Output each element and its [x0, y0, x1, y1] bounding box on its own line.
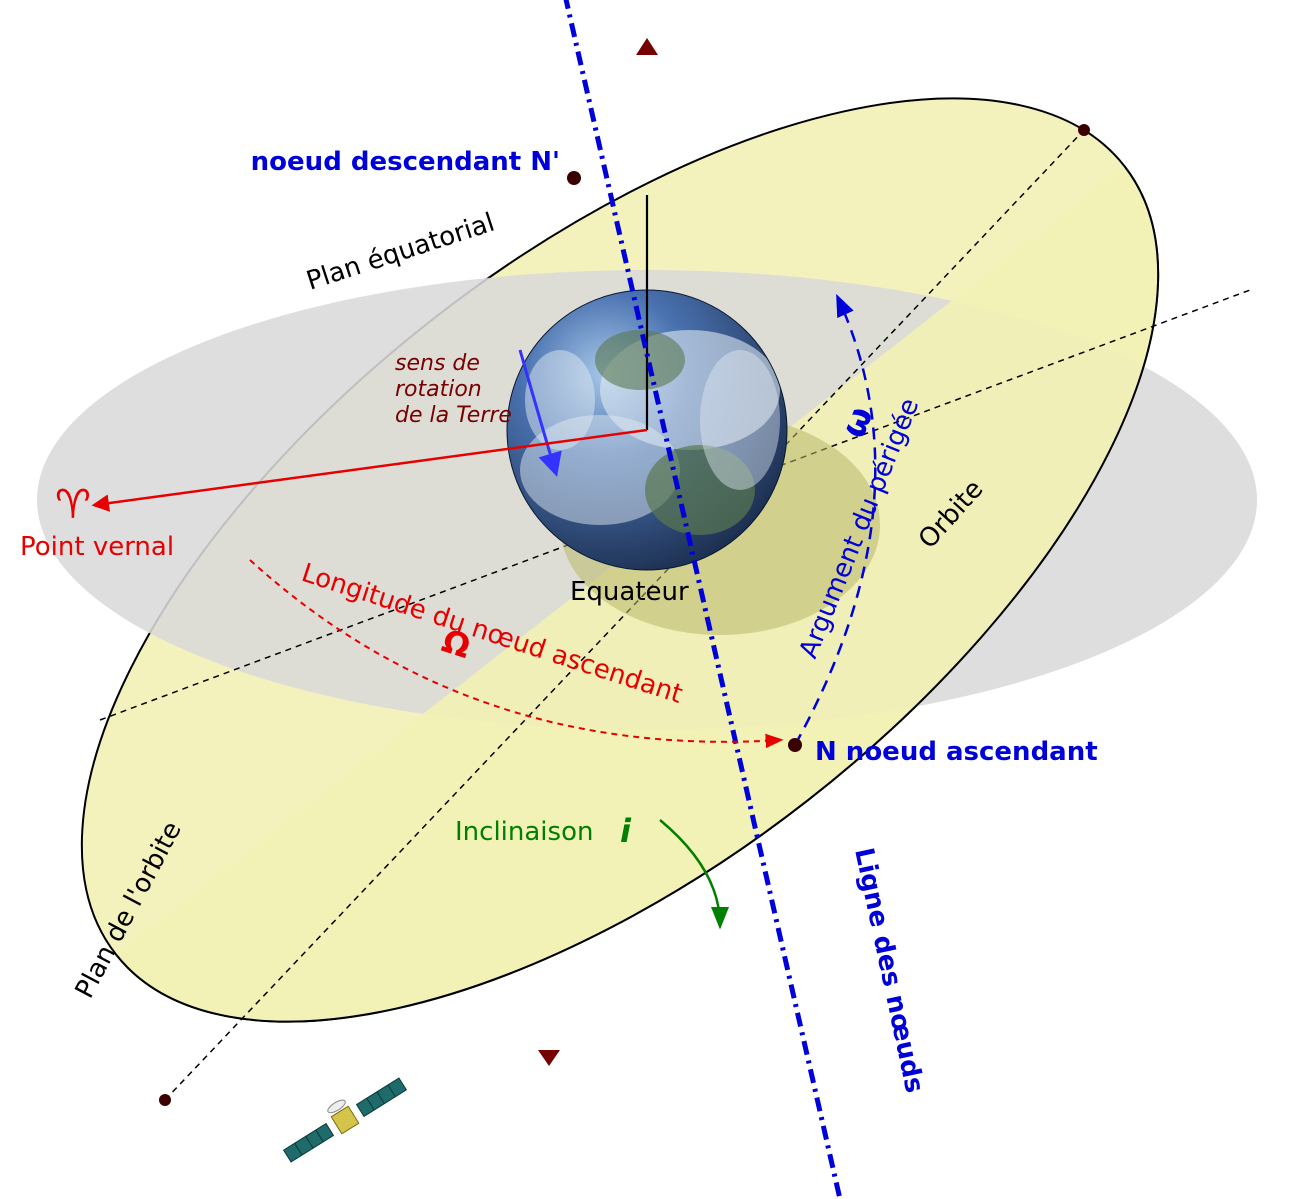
descending-node-point — [567, 171, 581, 185]
svg-text:de la Terre: de la Terre — [395, 403, 512, 428]
line-of-nodes-label: Ligne des nœuds — [848, 845, 929, 1095]
svg-text:rotation: rotation — [395, 377, 482, 402]
z-arrowhead — [636, 38, 658, 55]
equator-label: Equateur — [570, 577, 689, 607]
x-arrowhead — [538, 1050, 560, 1066]
aries-symbol: ♈ — [55, 482, 91, 528]
svg-text:Inclinaison: Inclinaison — [455, 817, 593, 847]
ascending-node-label: N noeud ascendant — [815, 737, 1098, 767]
vernal-point-label: Point vernal — [20, 532, 174, 562]
satellite-icon — [277, 1067, 408, 1165]
orbit-apex-point-bottom — [159, 1094, 171, 1106]
ascending-node-point — [788, 738, 802, 752]
descending-node-label: noeud descendant N' — [251, 147, 560, 177]
svg-text:sens de: sens de — [395, 351, 480, 376]
orbit-apex-point-top — [1078, 124, 1090, 136]
svg-text:i: i — [620, 812, 632, 850]
